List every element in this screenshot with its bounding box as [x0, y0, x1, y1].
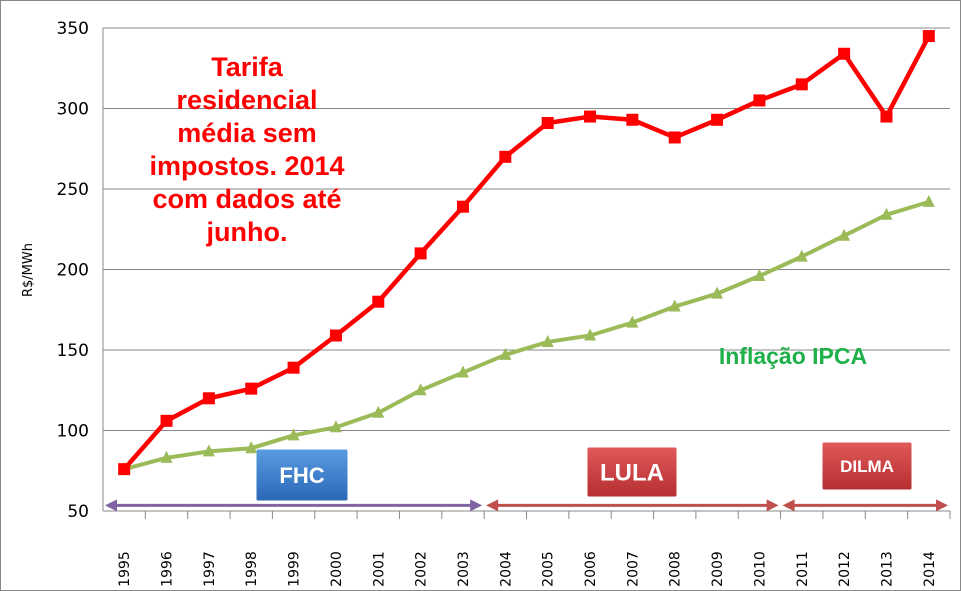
x-tick-label: 1998: [244, 551, 260, 587]
red-annotation-line: junho.: [206, 217, 288, 247]
x-tick-label: 1995: [117, 551, 133, 587]
data-point-triangle: [668, 299, 681, 312]
x-tick-label: 1999: [287, 551, 303, 587]
data-point-triangle: [160, 450, 173, 463]
period-label: FHC: [279, 463, 324, 488]
data-point-square: [414, 247, 427, 260]
data-point-triangle: [711, 286, 724, 299]
red-annotation: Tarifa residencial média sem impostos. 2014…: [149, 52, 344, 247]
period-label: LULA: [600, 460, 664, 487]
y-tick-label: 100: [57, 422, 89, 442]
x-tick-label: 2006: [583, 551, 599, 587]
data-point-triangle: [414, 383, 427, 396]
data-point-triangle: [626, 315, 639, 328]
red-annotation-line: com dados até: [152, 184, 341, 214]
x-tick-label: 2003: [456, 551, 472, 587]
x-tick-label: 2001: [371, 551, 387, 587]
red-annotation-line: média sem: [177, 118, 317, 148]
data-point-square: [456, 200, 469, 213]
data-point-triangle: [795, 249, 808, 262]
data-point-triangle: [499, 347, 512, 360]
arrow-head-right-icon: [470, 499, 483, 512]
data-point-square: [245, 382, 258, 395]
data-point-square: [880, 110, 893, 123]
data-point-square: [287, 361, 300, 374]
data-point-square: [668, 131, 681, 144]
red-annotation-line: Tarifa: [211, 52, 284, 82]
y-tick-label: 250: [57, 180, 89, 200]
y-tick-label: 50: [67, 502, 89, 522]
data-point-square: [329, 329, 342, 342]
data-point-square: [711, 113, 724, 126]
data-point-triangle: [245, 441, 258, 454]
green-annotation: Inflação IPCA: [719, 343, 867, 369]
red-annotation-line: impostos. 2014: [149, 151, 344, 181]
x-tick-label: 2005: [541, 551, 557, 587]
y-axis-label: R$/MWh: [21, 243, 36, 297]
x-tick-label: 2012: [837, 551, 853, 587]
data-point-square: [202, 392, 215, 405]
x-tick-label: 2009: [710, 551, 726, 587]
period-box: [586, 446, 678, 498]
x-tick-label: 2014: [922, 551, 938, 587]
data-point-triangle: [880, 207, 893, 220]
data-point-square: [922, 30, 935, 43]
arrow-head-right-icon: [766, 499, 779, 512]
data-point-triangle: [753, 268, 766, 281]
data-point-triangle: [202, 444, 215, 457]
x-tick-label: 2010: [752, 551, 768, 587]
arrow-head-right-icon: [936, 499, 948, 512]
data-point-square: [499, 150, 512, 163]
data-point-triangle: [372, 405, 385, 418]
data-point-square: [372, 295, 385, 308]
x-tick-label: 2000: [329, 551, 345, 587]
arrow-head-left-icon: [782, 499, 795, 512]
y-tick-label: 150: [57, 341, 89, 361]
arrow-head-left-icon: [105, 499, 117, 512]
period-label: DILMA: [840, 457, 894, 476]
y-tick-label: 350: [57, 19, 89, 39]
x-tick-label: 2008: [668, 551, 684, 587]
x-tick-label: 2002: [414, 551, 430, 587]
x-tick-label: 2011: [795, 551, 811, 587]
data-point-square: [838, 47, 851, 60]
data-point-triangle: [584, 328, 597, 341]
data-point-triangle: [541, 334, 554, 347]
period-box: [255, 448, 349, 502]
data-point-square: [584, 110, 597, 123]
data-point-triangle: [456, 365, 469, 378]
period-box: [821, 441, 913, 491]
x-tick-label: 2007: [625, 551, 641, 587]
data-point-square: [118, 463, 131, 476]
y-tick-label: 300: [57, 100, 89, 120]
data-point-triangle: [329, 420, 342, 433]
data-point-square: [626, 113, 639, 126]
x-tick-label: 1996: [160, 551, 176, 587]
x-tick-label: 1997: [202, 551, 218, 587]
data-point-square: [541, 116, 554, 129]
data-point-triangle: [922, 194, 935, 207]
x-tick-label: 2013: [879, 551, 895, 587]
data-point-triangle: [287, 428, 300, 441]
series-line: [122, 35, 931, 471]
y-tick-label: 200: [57, 261, 89, 281]
data-point-square: [160, 414, 173, 427]
red-annotation-line: residencial: [176, 85, 317, 115]
x-tick-label: 2004: [498, 551, 514, 587]
data-point-triangle: [838, 228, 851, 241]
data-point-square: [753, 94, 766, 107]
arrow-head-left-icon: [486, 499, 499, 512]
series-line: [123, 199, 930, 472]
data-point-square: [795, 78, 808, 91]
